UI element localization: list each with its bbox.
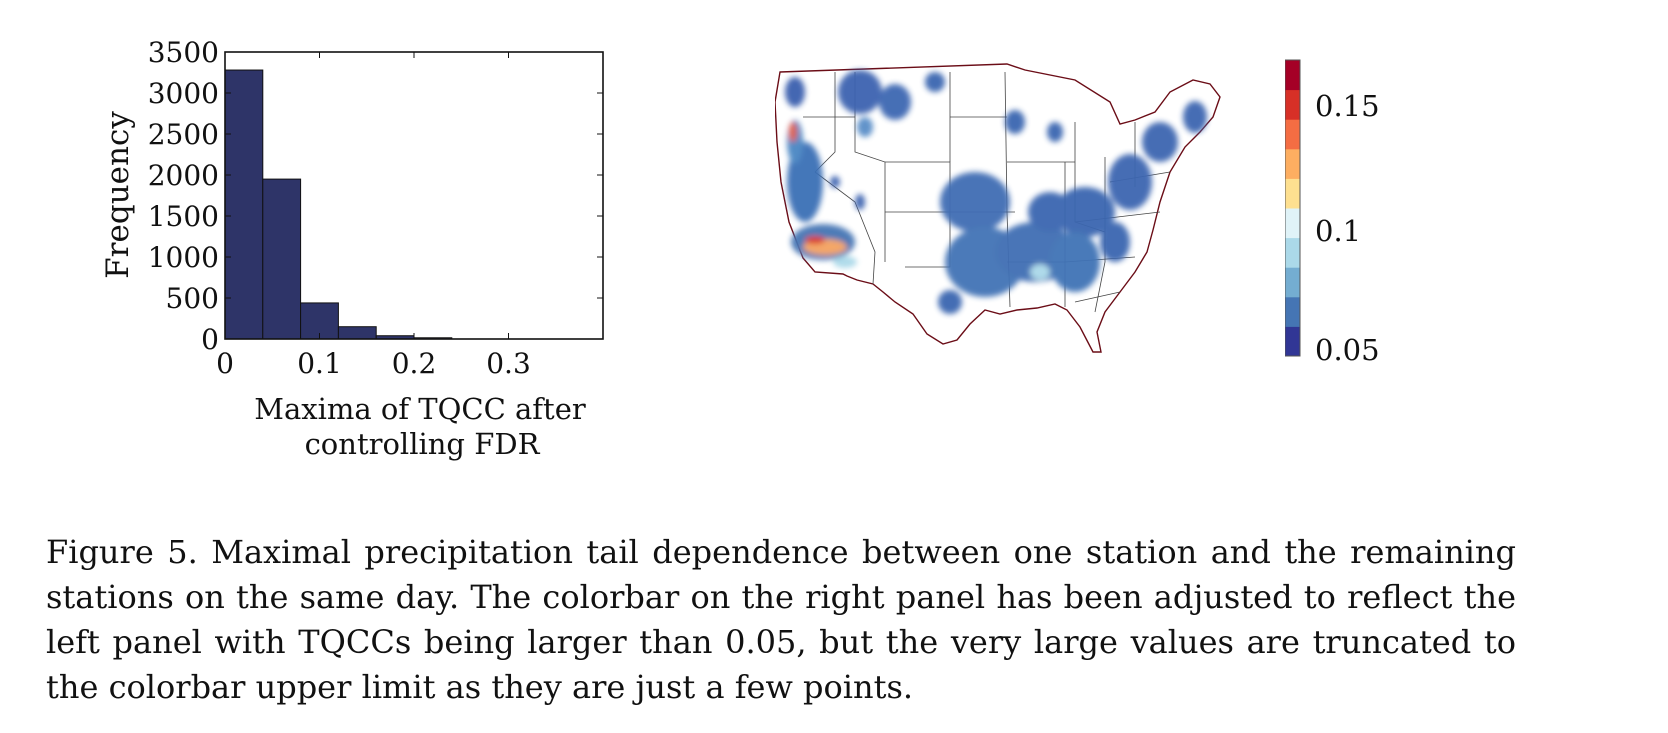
colorbar-cells: [1285, 60, 1300, 357]
y-tick-label: 3500: [148, 36, 219, 69]
colorbar-cell: [1285, 60, 1300, 91]
colorbar-tick-0.05: 0.05: [1315, 333, 1380, 367]
figure-caption: Figure 5. Maximal precipitation tail dep…: [46, 530, 1516, 710]
x-tick-label: 0: [216, 347, 234, 380]
y-tick-label: 500: [166, 282, 219, 315]
colorbar-cell: [1285, 326, 1300, 357]
x-tick-label: 0.3: [486, 347, 531, 380]
x-axis: 0 0.1 0.2 0.3: [216, 52, 531, 380]
y-tick-label: 2000: [148, 159, 219, 192]
histogram-bar: [224, 69, 264, 340]
caption-label: Figure 5.: [46, 533, 198, 571]
x-axis-label-line-2: controlling FDR: [305, 427, 541, 461]
histogram-bar: [262, 178, 302, 340]
y-axis: 0 500 1000 1500 2000 2500 3000 3500: [148, 36, 603, 356]
caption-text: Maximal precipitation tail dependence be…: [46, 533, 1517, 706]
y-axis-label: Frequency: [100, 111, 136, 279]
x-tick-label: 0.2: [392, 347, 437, 380]
colorbar: 0.15 0.1 0.05: [1285, 59, 1380, 367]
heat-blobs: [785, 70, 1207, 314]
y-tick-label: 3000: [148, 77, 219, 110]
y-tick-label: 1500: [148, 200, 219, 233]
us-map: [775, 63, 1221, 353]
colorbar-tick-0.1: 0.1: [1315, 214, 1361, 248]
y-tick-label: 0: [201, 323, 219, 356]
colorbar-cell: [1285, 119, 1300, 150]
colorbar-frame: [1285, 59, 1301, 357]
figure: 0 500 1000 1500 2000 2500 3000 3500 0 0.1 0.2 0.3 …: [100, 36, 1380, 461]
colorbar-cell: [1285, 148, 1300, 179]
x-axis-label-line-1: Maxima of TQCC after: [254, 392, 586, 426]
histogram-bar: [337, 326, 377, 340]
colorbar-cell: [1285, 267, 1300, 298]
colorbar-cell: [1285, 208, 1300, 239]
colorbar-tick-0.15: 0.15: [1315, 89, 1380, 123]
x-tick-label: 0.1: [297, 347, 342, 380]
y-tick-label: 1000: [148, 241, 219, 274]
colorbar-cell: [1285, 237, 1300, 268]
y-tick-label: 2500: [148, 118, 219, 151]
colorbar-cell: [1285, 89, 1300, 120]
histogram-bars: [224, 69, 453, 340]
colorbar-cell: [1285, 296, 1300, 327]
histogram-bar: [300, 302, 339, 340]
colorbar-cell: [1285, 178, 1300, 209]
